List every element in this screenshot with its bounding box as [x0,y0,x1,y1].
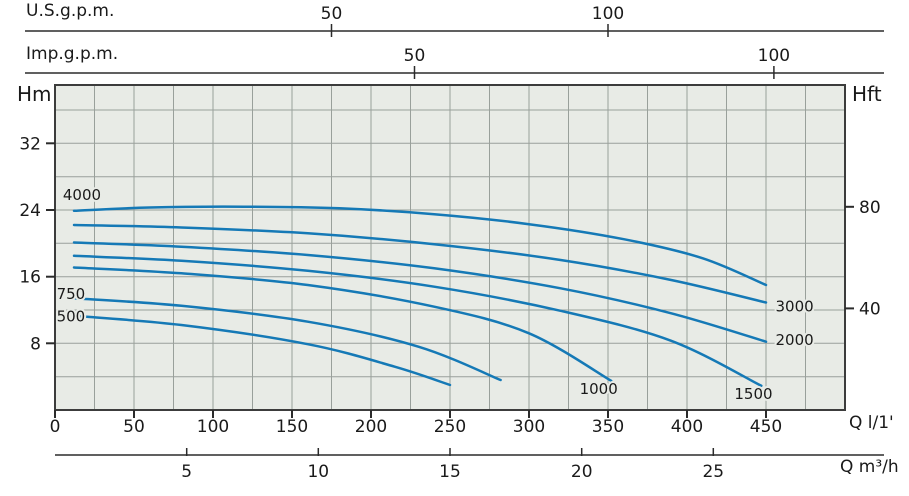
hm-tick-label: 8 [30,334,41,354]
hm-tick-label: 24 [19,201,41,221]
head-meters-axis-title: Hm [17,82,52,106]
us-gpm-axis-title: U.S.g.p.m. [26,1,115,21]
lmin-tick-label: 300 [513,417,545,437]
us-gpm-tick-label: 50 [321,4,343,24]
hft-tick-label: 40 [859,299,881,319]
curve-1500 [72,254,763,388]
lmin-tick-label: 200 [355,417,387,437]
curve-1000 [72,266,613,383]
curve-2000 [72,241,768,343]
lmin-tick-label: 400 [671,417,703,437]
lmin-tick-label: 50 [123,417,145,437]
m3h-tick-label: 10 [307,462,329,482]
m3h-tick-label: 25 [702,462,724,482]
curve-3000 [72,223,768,304]
curve-label-4000: 4000 [63,186,101,204]
flow-m3h-axis-title: Q m³/h [840,457,899,477]
curve-4000 [72,205,768,287]
curve-label-1000: 1000 [580,380,618,398]
hft-tick-label: 80 [859,198,881,218]
hm-tick-label: 32 [19,134,41,154]
hm-tick-label: 16 [19,268,41,288]
curve-label-2000: 2000 [776,331,814,349]
curve-500 [72,314,452,387]
m3h-tick-label: 20 [571,462,593,482]
lmin-tick-label: 350 [592,417,624,437]
m3h-tick-label: 5 [181,462,192,482]
lmin-tick-label: 450 [750,417,782,437]
lmin-tick-label: 150 [276,417,308,437]
m3h-tick-label: 15 [439,462,461,482]
lmin-tick-label: 250 [434,417,466,437]
lmin-tick-label: 100 [197,417,229,437]
curve-label-750: 750 [57,285,86,303]
curve-label-3000: 3000 [776,298,814,316]
flow-lmin-axis-title: Q l/1' [849,413,894,433]
us-gpm-tick-label: 100 [592,4,624,24]
head-feet-axis-title: Hft [852,82,882,106]
curve-750 [72,297,502,382]
imp-gpm-tick-label: 100 [758,46,790,66]
curve-label-500: 500 [57,308,86,326]
imp-gpm-tick-label: 50 [404,46,426,66]
lmin-tick-label: 0 [50,417,61,437]
imp-gpm-axis-title: Imp.g.p.m. [26,44,119,64]
curve-label-1500: 1500 [734,385,772,403]
